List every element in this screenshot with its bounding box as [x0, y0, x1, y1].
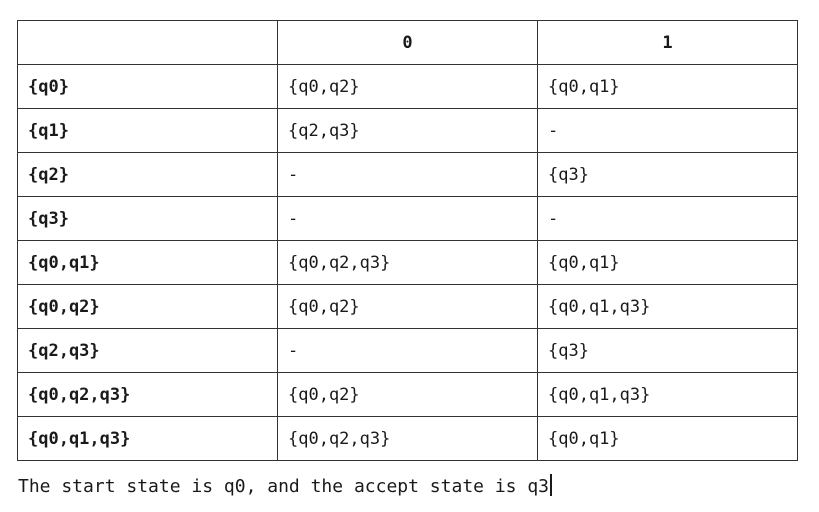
- transition-1-cell: {q3}: [537, 152, 798, 197]
- transition-1-cell: -: [537, 108, 798, 153]
- state-cell: {q0}: [17, 64, 278, 109]
- state-cell: {q0,q2,q3}: [17, 372, 278, 417]
- transition-1-cell: {q3}: [537, 328, 798, 373]
- note-text: The start state is q0, and the accept st…: [18, 476, 550, 497]
- transition-1-cell: {q0,q1}: [537, 64, 798, 109]
- header-state: [17, 20, 278, 65]
- state-cell: {q2,q3}: [17, 328, 278, 373]
- transition-1-cell: -: [537, 196, 798, 241]
- header-input-0: 0: [277, 20, 538, 65]
- transition-0-cell: {q0,q2}: [277, 284, 538, 329]
- transition-table: 0 1 {q0} {q0,q2} {q0,q1} {q1} {q2,q3} - …: [17, 20, 798, 461]
- table-row: {q0} {q0,q2} {q0,q1}: [17, 64, 798, 109]
- transition-1-cell: {q0,q1}: [537, 240, 798, 285]
- state-cell: {q2}: [17, 152, 278, 197]
- state-cell: {q0,q1,q3}: [17, 416, 278, 461]
- table-row: {q3} - -: [17, 196, 798, 241]
- transition-1-cell: {q0,q1,q3}: [537, 284, 798, 329]
- transition-0-cell: {q0,q2}: [277, 64, 538, 109]
- header-input-1: 1: [537, 20, 798, 65]
- transition-0-cell: {q0,q2}: [277, 372, 538, 417]
- table-header-row: 0 1: [17, 20, 798, 65]
- transition-0-cell: {q2,q3}: [277, 108, 538, 153]
- transition-0-cell: {q0,q2,q3}: [277, 416, 538, 461]
- transition-1-cell: {q0,q1,q3}: [537, 372, 798, 417]
- table-row: {q2} - {q3}: [17, 152, 798, 197]
- state-cell: {q3}: [17, 196, 278, 241]
- state-cell: {q0,q1}: [17, 240, 278, 285]
- transition-1-cell: {q0,q1}: [537, 416, 798, 461]
- transition-0-cell: -: [277, 328, 538, 373]
- table-row: {q0,q2} {q0,q2} {q0,q1,q3}: [17, 284, 798, 329]
- state-cell: {q1}: [17, 108, 278, 153]
- table-row: {q2,q3} - {q3}: [17, 328, 798, 373]
- transition-0-cell: -: [277, 152, 538, 197]
- text-cursor: [550, 474, 553, 496]
- table-row: {q0,q1,q3} {q0,q2,q3} {q0,q1}: [17, 416, 798, 461]
- table-row: {q0,q1} {q0,q2,q3} {q0,q1}: [17, 240, 798, 285]
- transition-table-container: 0 1 {q0} {q0,q2} {q0,q1} {q1} {q2,q3} - …: [17, 20, 798, 461]
- transition-0-cell: -: [277, 196, 538, 241]
- state-cell: {q0,q2}: [17, 284, 278, 329]
- table-row: {q0,q2,q3} {q0,q2} {q0,q1,q3}: [17, 372, 798, 417]
- transition-0-cell: {q0,q2,q3}: [277, 240, 538, 285]
- editable-text-line[interactable]: The start state is q0, and the accept st…: [18, 474, 553, 497]
- table-row: {q1} {q2,q3} -: [17, 108, 798, 153]
